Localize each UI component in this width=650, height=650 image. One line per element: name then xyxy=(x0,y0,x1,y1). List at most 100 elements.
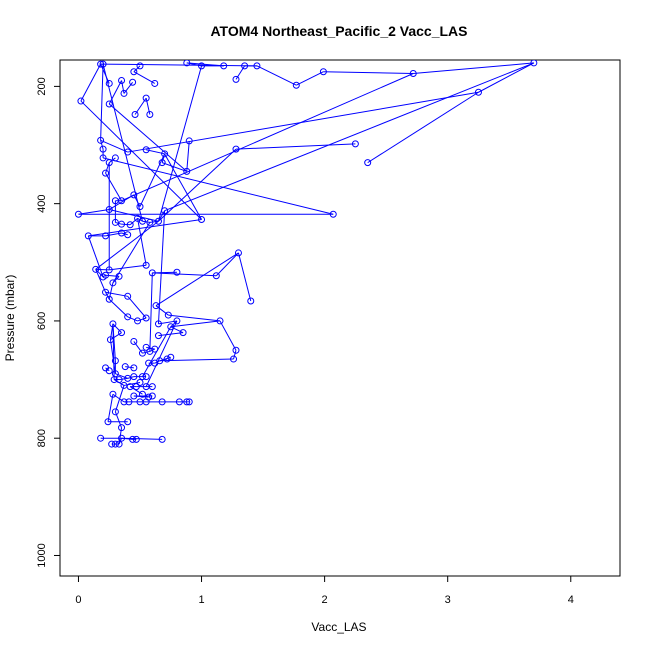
plot-frame xyxy=(59,59,621,577)
chart-title: ATOM4 Northeast_Pacific_2 Vacc_LAS xyxy=(210,23,467,39)
series-segment xyxy=(80,63,102,102)
data-point xyxy=(154,217,162,225)
y-axis-label: Pressure (mbar) xyxy=(3,275,17,362)
data-point xyxy=(138,349,146,357)
data-point xyxy=(151,345,159,353)
data-point xyxy=(105,79,113,87)
series-segment xyxy=(95,268,104,278)
series-segment xyxy=(137,317,147,322)
data-point xyxy=(131,111,139,119)
data-point xyxy=(124,374,132,382)
x-tick-label: 4 xyxy=(568,594,574,606)
data-point xyxy=(92,265,100,273)
series-segment xyxy=(110,332,122,341)
data-point xyxy=(124,418,132,426)
data-point xyxy=(118,424,126,432)
series-segment xyxy=(186,62,224,67)
series-segment xyxy=(215,252,239,277)
data-point xyxy=(111,440,119,448)
series-segment xyxy=(170,326,184,334)
series-segment xyxy=(114,385,125,412)
series-segment xyxy=(237,252,252,302)
data-point xyxy=(109,320,117,328)
data-point xyxy=(124,231,132,239)
series-segment xyxy=(115,373,128,379)
x-tick-label: 0 xyxy=(75,594,81,606)
data-point xyxy=(129,78,137,86)
series-segment xyxy=(164,153,202,220)
data-point xyxy=(136,203,144,211)
data-point xyxy=(185,398,193,406)
series-segment xyxy=(168,314,221,322)
series-segment xyxy=(121,437,163,440)
data-point xyxy=(118,77,126,85)
data-point xyxy=(154,320,162,328)
data-point xyxy=(124,148,132,156)
data-point xyxy=(105,100,113,108)
series-segment xyxy=(139,153,166,207)
data-point xyxy=(124,313,132,321)
series-segment xyxy=(105,291,128,297)
data-point xyxy=(120,398,128,406)
series-segment xyxy=(107,394,114,422)
data-point xyxy=(364,159,372,167)
series-segment xyxy=(121,223,131,226)
series-segment xyxy=(95,269,106,293)
series-segment xyxy=(127,316,138,322)
data-point xyxy=(142,343,150,351)
data-point xyxy=(158,159,166,167)
data-point xyxy=(148,392,156,400)
series-segment xyxy=(145,320,178,387)
series-segment xyxy=(152,271,177,274)
data-point xyxy=(158,435,166,443)
data-point xyxy=(109,390,117,398)
data-point xyxy=(84,232,92,240)
data-point xyxy=(130,364,138,372)
data-point xyxy=(105,159,113,167)
data-point xyxy=(118,229,126,237)
data-point xyxy=(351,140,359,148)
data-point xyxy=(167,353,175,361)
data-point xyxy=(183,167,191,175)
data-point xyxy=(142,373,150,381)
data-point xyxy=(198,215,206,223)
y-tick-label: 200 xyxy=(36,77,48,95)
data-point xyxy=(115,440,123,448)
data-point xyxy=(130,191,138,199)
y-tick-label: 400 xyxy=(36,194,48,212)
series-segment xyxy=(367,91,479,164)
data-point xyxy=(319,68,327,76)
series-segment xyxy=(152,272,217,277)
data-point xyxy=(105,367,113,375)
data-point xyxy=(167,323,175,331)
data-point xyxy=(183,60,191,67)
data-point xyxy=(163,355,171,363)
data-point xyxy=(121,363,129,371)
data-point xyxy=(104,418,112,426)
series-segment xyxy=(323,71,414,74)
y-tick-label: 1000 xyxy=(36,543,48,567)
data-point xyxy=(179,329,187,337)
series-segment xyxy=(478,62,535,93)
data-point xyxy=(130,373,138,381)
data-point xyxy=(118,220,126,228)
data-point xyxy=(97,60,105,68)
series-segment xyxy=(102,157,334,215)
series-segment xyxy=(112,222,151,284)
data-point xyxy=(161,150,169,158)
data-point xyxy=(142,314,150,322)
series-segment xyxy=(119,377,128,381)
data-point xyxy=(142,261,150,269)
series-segment xyxy=(158,148,237,222)
data-point xyxy=(99,145,107,153)
data-point xyxy=(99,273,107,281)
data-point xyxy=(154,332,162,340)
series-segment xyxy=(137,218,147,266)
data-point xyxy=(220,62,228,70)
data-point xyxy=(146,111,154,119)
data-point xyxy=(185,137,193,145)
series-segment xyxy=(129,217,138,226)
series-segment xyxy=(157,210,166,324)
data-point xyxy=(230,355,238,363)
series-segment xyxy=(155,252,239,307)
